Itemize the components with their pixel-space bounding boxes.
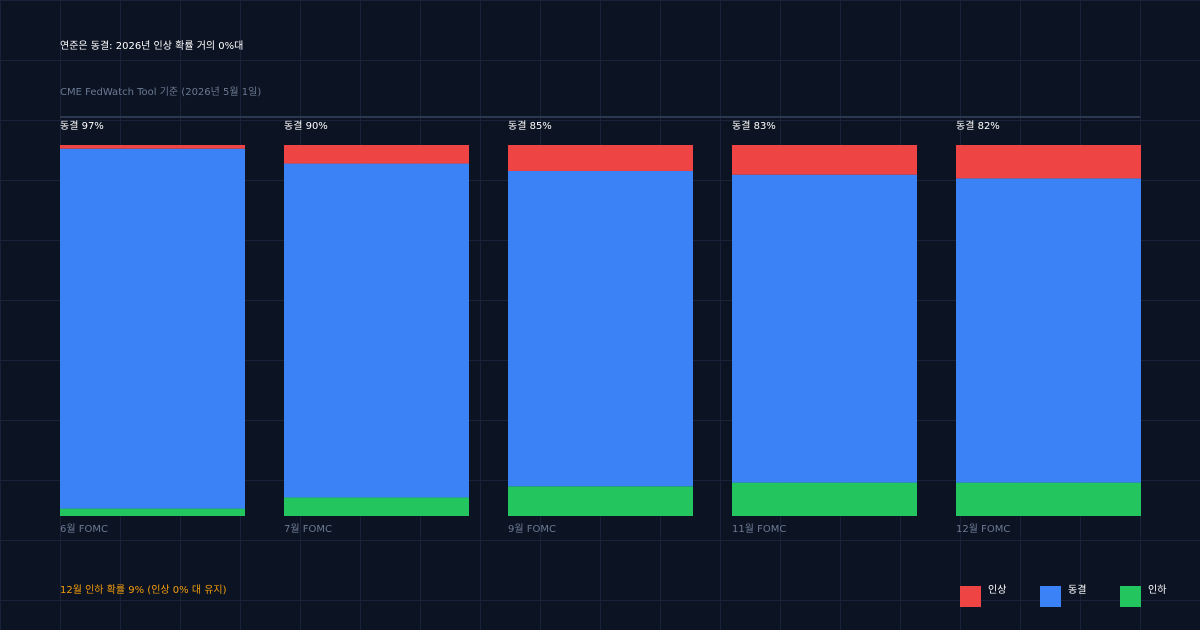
bar-segment: [956, 482, 1141, 516]
value-label: 동결 97%: [60, 120, 104, 132]
bar-segment: [284, 145, 469, 164]
value-label: 동결 82%: [956, 120, 1000, 132]
bar-segment: [508, 170, 693, 487]
bar-segment: [956, 178, 1141, 483]
bar-segment: [60, 508, 245, 516]
x-tick-label: 11월 FOMC: [732, 523, 786, 535]
bar-segment: [508, 145, 693, 171]
legend-swatch: [1120, 586, 1141, 607]
subtitle: CME FedWatch Tool 기준 (2026년 5월 1일): [60, 86, 261, 98]
legend-swatch: [1040, 586, 1061, 607]
legend-label: 인상: [988, 584, 1006, 596]
bar-segment: [284, 163, 469, 498]
value-label: 동결 83%: [732, 120, 776, 132]
bar-segment: [284, 497, 469, 516]
bar-segment: [732, 482, 917, 516]
value-label: 동결 90%: [284, 120, 328, 132]
x-tick-label: 9월 FOMC: [508, 523, 556, 535]
legend-label: 동결: [1068, 584, 1086, 596]
x-tick-label: 7월 FOMC: [284, 523, 332, 535]
chart-title: 연준은 동결: 2026년 인상 확률 거의 0%대: [60, 40, 243, 52]
x-tick-label: 6월 FOMC: [60, 523, 108, 535]
bar-segment: [956, 145, 1141, 179]
bar-segment: [60, 148, 245, 509]
bar-segment: [508, 486, 693, 516]
bar-segment: [60, 145, 245, 149]
x-tick-label: 12월 FOMC: [956, 523, 1010, 535]
value-label: 동결 85%: [508, 120, 552, 132]
bar-segment: [732, 174, 917, 483]
annotation: 12월 인하 확률 9% (인상 0% 대 유지): [60, 583, 227, 596]
bar-segment: [732, 145, 917, 175]
legend-swatch: [960, 586, 981, 607]
legend-label: 인하: [1148, 583, 1166, 596]
